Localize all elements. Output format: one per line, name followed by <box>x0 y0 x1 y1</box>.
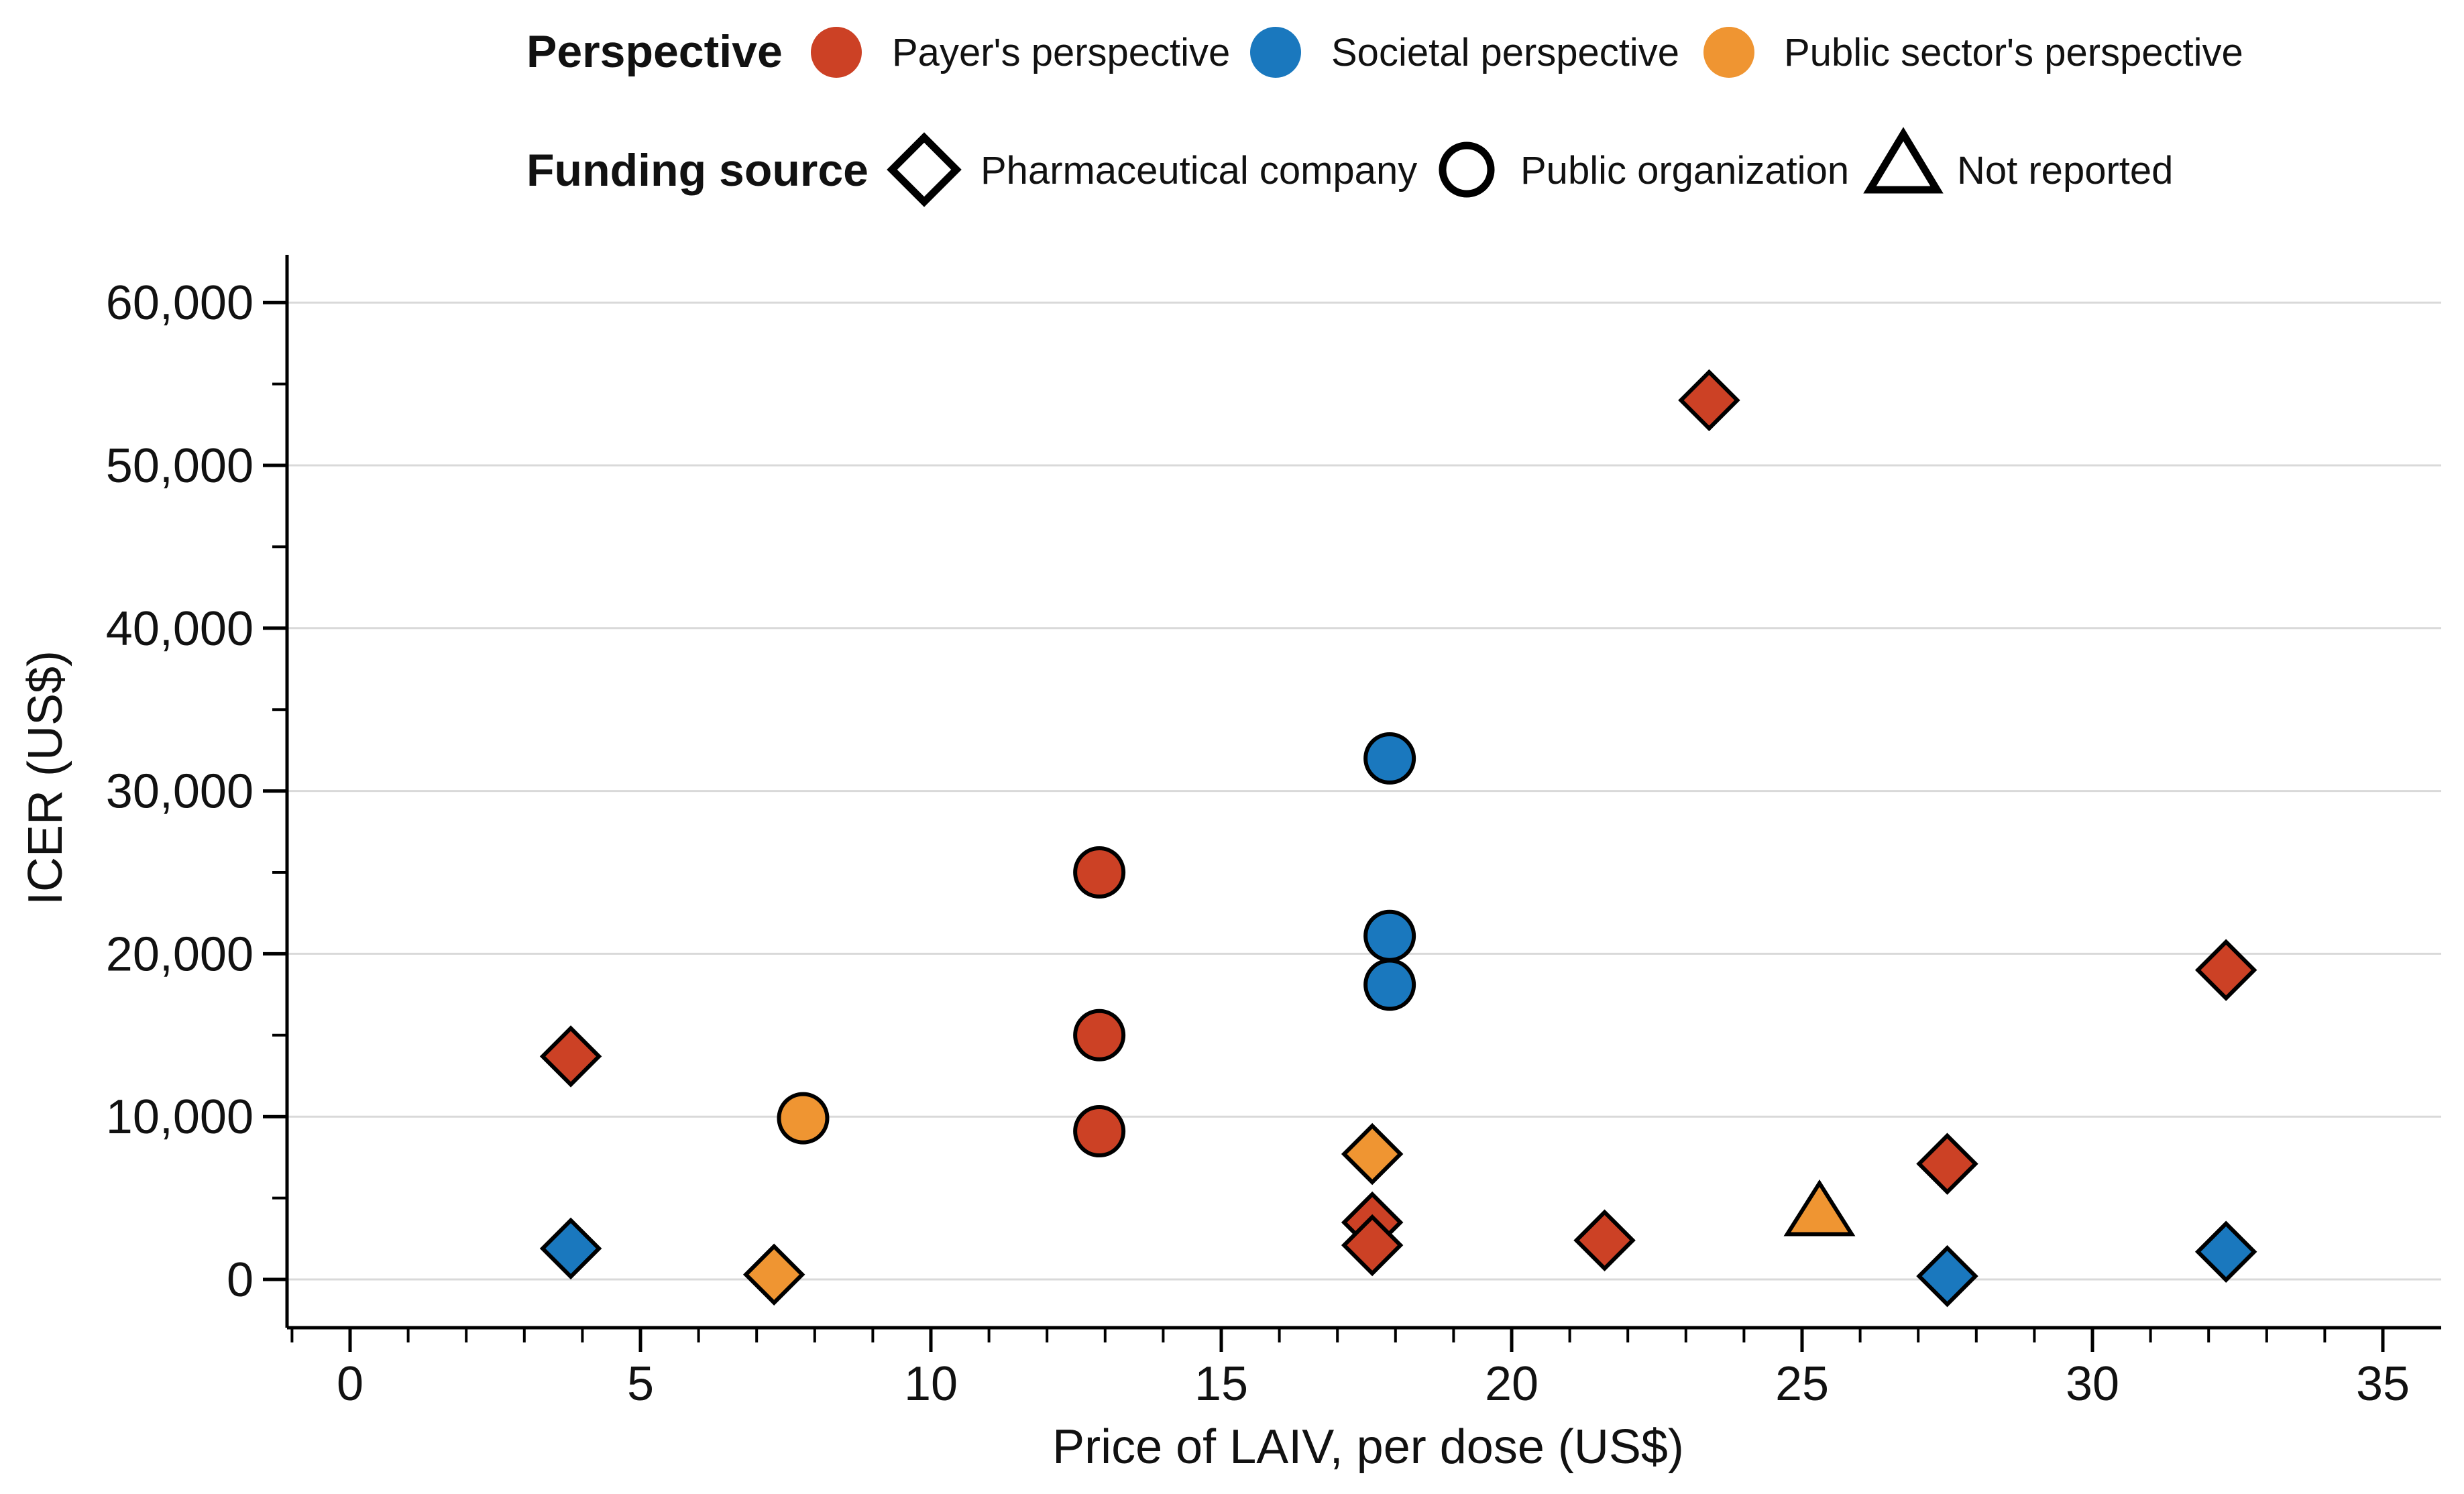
legend-societal-swatch <box>1250 27 1301 78</box>
legend-pharma-diamond-icon <box>887 132 962 207</box>
point-societal-publicorg <box>1363 909 1416 962</box>
point-payer-pharma <box>539 1025 602 1088</box>
x-tick-label: 10 <box>904 1357 958 1411</box>
x-tick-label: 35 <box>2356 1357 2410 1411</box>
legend-societal-label: Societal perspective <box>1331 31 1679 74</box>
y-tick-label: 30,000 <box>106 765 254 819</box>
legend-payer-swatch <box>811 27 862 78</box>
y-tick-label: 10,000 <box>106 1090 254 1144</box>
x-tick-label: 0 <box>337 1357 363 1411</box>
point-payer-publicorg <box>1073 1105 1126 1158</box>
point-payer-pharma <box>1916 1133 1978 1195</box>
legend-public-org-label: Public organization <box>1520 149 1849 192</box>
legend-funding-title: Funding source <box>526 145 869 196</box>
point-payer-pharma <box>1341 1214 1404 1277</box>
legend-not-reported-label: Not reported <box>1957 149 2173 192</box>
legend-perspective: Perspective Payer's perspective Societal… <box>526 26 2243 78</box>
point-payer-publicorg <box>1073 1009 1126 1061</box>
point-societal-publicorg <box>1363 732 1416 785</box>
legend-public-org-circle-icon <box>1439 141 1495 198</box>
legend-pharma-label: Pharmaceutical company <box>981 149 1417 192</box>
point-societal-publicorg <box>1363 958 1416 1011</box>
legend-public-sector-label: Public sector's perspective <box>1784 31 2243 74</box>
legend-funding: Funding source Pharmaceutical company Pu… <box>526 127 2173 207</box>
data-points <box>539 369 2257 1308</box>
point-public-publicorg <box>777 1092 830 1145</box>
point-payer-pharma <box>1678 369 1740 432</box>
point-societal-pharma <box>1916 1245 1978 1308</box>
y-axis-title: ICER (US$) <box>19 650 72 905</box>
x-axis-title: Price of LAIV, per dose (US$) <box>1052 1420 1684 1474</box>
point-societal-pharma <box>2194 1220 2257 1283</box>
x-tick-label: 5 <box>627 1357 654 1411</box>
point-payer-publicorg <box>1073 846 1126 899</box>
ticks: 0 10,000 20,000 30,000 40,000 50,000 60,000 0 5 1… <box>106 276 2410 1411</box>
x-tick-label: 15 <box>1194 1357 1248 1411</box>
point-public-pharma <box>742 1243 805 1306</box>
y-tick-label: 20,000 <box>106 927 254 981</box>
legend-not-reported-triangle-icon <box>1863 127 1944 194</box>
x-tick-label: 20 <box>1485 1357 1538 1411</box>
gridlines <box>287 301 2441 1281</box>
point-public-notreported <box>1783 1179 1856 1237</box>
point-public-pharma <box>1341 1123 1404 1186</box>
point-societal-pharma <box>539 1217 602 1280</box>
legend-public-sector-swatch <box>1703 27 1754 78</box>
point-payer-pharma <box>2194 939 2257 1001</box>
y-tick-label: 60,000 <box>106 276 254 330</box>
x-tick-label: 25 <box>1775 1357 1829 1411</box>
y-tick-label: 50,000 <box>106 439 254 493</box>
legend-payer-label: Payer's perspective <box>892 31 1230 74</box>
y-tick-label: 0 <box>227 1253 254 1307</box>
point-payer-pharma <box>1573 1209 1636 1271</box>
x-tick-label: 30 <box>2066 1357 2119 1411</box>
legend-perspective-title: Perspective <box>526 26 783 77</box>
y-tick-label: 40,000 <box>106 602 254 656</box>
